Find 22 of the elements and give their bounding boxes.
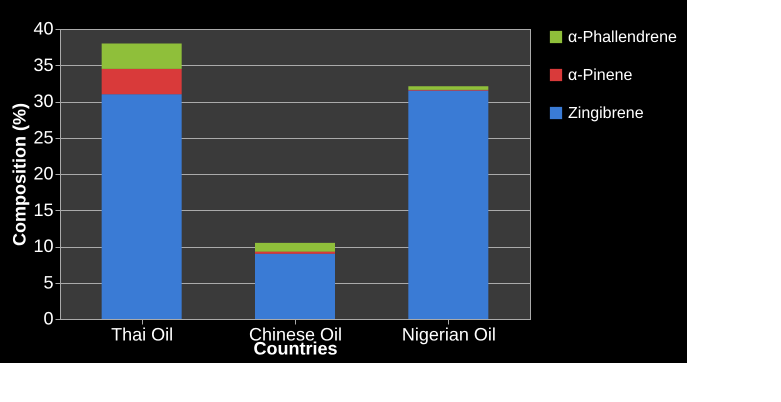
y-tick-label: 15 [33,200,54,220]
x-tick-label: Thai Oil [111,324,174,344]
legend-label: α-Phallendrene [568,29,677,46]
bar [102,68,182,94]
bar [102,44,182,69]
bar [102,94,182,319]
y-tick-label: 40 [33,18,54,38]
y-tick-label: 25 [33,127,54,148]
bar [408,90,488,319]
y-tick-label: 10 [33,236,54,256]
legend-label: Zingibrene [568,105,644,122]
bar [255,242,335,252]
y-tick-label: 5 [43,272,54,292]
legend-label: α-Pinene [568,67,632,84]
y-tick-label: 35 [33,54,54,75]
y-tick-label: 0 [43,308,54,328]
y-tick-label: 20 [33,164,54,184]
y-axis-title: Composition (%) [9,103,30,246]
bar [255,254,335,319]
y-tick-label: 30 [33,91,54,111]
x-tick-label: Nigerian Oil [402,324,496,344]
bar [408,86,488,90]
